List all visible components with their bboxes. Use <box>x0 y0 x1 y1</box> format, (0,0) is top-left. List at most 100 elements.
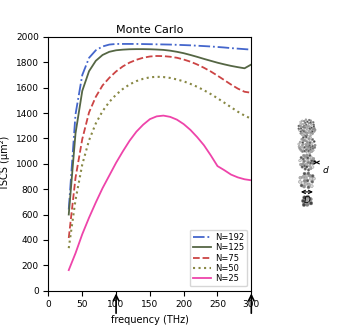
Circle shape <box>305 160 308 162</box>
N=50 <box>209 92 213 96</box>
Circle shape <box>308 125 309 127</box>
Circle shape <box>308 122 310 124</box>
N=192 <box>195 44 199 48</box>
Circle shape <box>307 148 309 150</box>
N=50 <box>134 79 139 83</box>
Circle shape <box>305 130 307 132</box>
N=50 <box>168 76 172 80</box>
Circle shape <box>304 177 307 180</box>
N=75 <box>161 54 165 58</box>
Circle shape <box>299 176 302 179</box>
N=50 <box>121 87 125 91</box>
Circle shape <box>309 177 312 180</box>
N=192 <box>222 45 227 49</box>
N=50 <box>175 77 179 81</box>
Y-axis label: TSCS (μm²): TSCS (μm²) <box>0 136 10 192</box>
N=192 <box>101 44 105 48</box>
Circle shape <box>307 169 310 171</box>
Text: D: D <box>303 196 311 205</box>
Circle shape <box>301 181 304 184</box>
Circle shape <box>311 131 313 132</box>
Circle shape <box>303 130 305 132</box>
Circle shape <box>302 126 304 128</box>
Circle shape <box>302 158 304 160</box>
Circle shape <box>306 154 308 157</box>
Circle shape <box>311 174 314 177</box>
Circle shape <box>299 141 301 143</box>
N=125 <box>154 47 159 51</box>
N=125 <box>215 61 220 65</box>
N=75 <box>94 95 98 99</box>
Circle shape <box>308 150 310 152</box>
Circle shape <box>304 168 307 170</box>
Title: Monte Carlo: Monte Carlo <box>116 25 183 35</box>
N=125 <box>67 213 71 217</box>
Circle shape <box>306 165 308 168</box>
N=192 <box>87 56 91 60</box>
Circle shape <box>310 156 313 159</box>
Circle shape <box>306 121 308 123</box>
Circle shape <box>308 130 310 132</box>
Circle shape <box>312 138 314 140</box>
Circle shape <box>308 159 311 161</box>
N=25 <box>242 177 247 181</box>
N=25 <box>134 130 139 134</box>
N=75 <box>127 60 132 65</box>
Circle shape <box>302 123 304 125</box>
N=50 <box>215 96 220 100</box>
Circle shape <box>304 182 307 185</box>
Circle shape <box>314 144 316 146</box>
N=75 <box>195 62 199 67</box>
Circle shape <box>312 149 314 152</box>
Circle shape <box>300 125 302 127</box>
N=25 <box>161 114 165 118</box>
Circle shape <box>306 126 308 128</box>
Circle shape <box>305 119 307 121</box>
Circle shape <box>303 150 306 152</box>
N=125 <box>121 48 125 52</box>
Circle shape <box>309 146 312 149</box>
N=192 <box>182 43 186 47</box>
Line: N=50: N=50 <box>69 77 251 248</box>
Circle shape <box>299 159 301 162</box>
Circle shape <box>302 199 305 203</box>
Circle shape <box>303 179 306 182</box>
N=25 <box>168 115 172 119</box>
Circle shape <box>306 203 309 206</box>
N=50 <box>242 114 247 118</box>
N=25 <box>182 122 186 126</box>
N=192 <box>242 47 247 51</box>
Circle shape <box>306 179 309 182</box>
Circle shape <box>312 132 314 134</box>
N=75 <box>222 78 227 82</box>
N=192 <box>127 42 132 46</box>
Circle shape <box>307 161 309 164</box>
N=192 <box>80 73 84 77</box>
N=50 <box>94 121 98 125</box>
Line: N=75: N=75 <box>69 56 251 238</box>
Circle shape <box>306 151 308 153</box>
Circle shape <box>302 163 304 165</box>
N=125 <box>134 47 139 51</box>
N=192 <box>107 43 111 47</box>
Circle shape <box>305 145 307 148</box>
N=75 <box>242 90 247 94</box>
N=125 <box>107 50 111 54</box>
N=75 <box>107 76 111 80</box>
Circle shape <box>302 136 304 139</box>
N=25 <box>127 139 132 143</box>
Circle shape <box>307 172 310 175</box>
Circle shape <box>309 197 312 201</box>
Circle shape <box>302 143 304 146</box>
N=50 <box>80 162 84 166</box>
N=125 <box>202 57 206 61</box>
Circle shape <box>309 135 311 137</box>
Line: N=125: N=125 <box>69 49 251 215</box>
Circle shape <box>301 120 303 122</box>
Circle shape <box>306 195 309 199</box>
N=192 <box>73 112 78 116</box>
Circle shape <box>312 128 314 130</box>
N=75 <box>134 58 139 62</box>
N=50 <box>127 82 132 86</box>
N=25 <box>195 135 199 139</box>
